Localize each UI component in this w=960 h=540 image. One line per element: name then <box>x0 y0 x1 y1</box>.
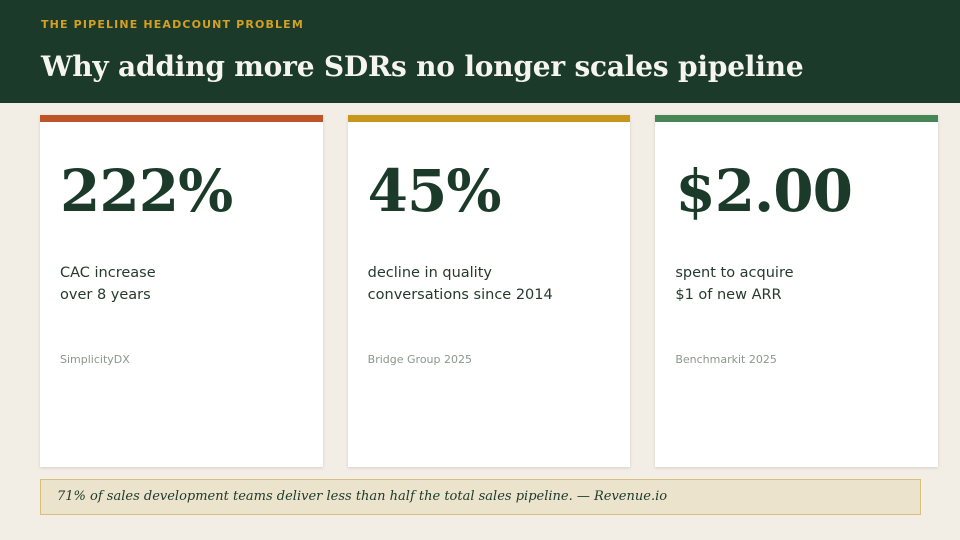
stat-source: SimplicityDX <box>60 353 130 366</box>
stat-value: 45% <box>367 157 502 225</box>
card-accent-bar <box>347 115 631 122</box>
card-accent-bar <box>40 115 323 122</box>
stat-value: 222% <box>60 157 233 225</box>
stat-card-body: $2.00 spent to acquire $1 of new ARR Ben… <box>655 122 938 467</box>
stat-source: Benchmarkit 2025 <box>675 353 777 366</box>
stat-card-body: 222% CAC increase over 8 years Simplicit… <box>40 122 323 467</box>
slide-header: THE PIPELINE HEADCOUNT PROBLEM Why addin… <box>0 0 960 103</box>
stat-card-list: 222% CAC increase over 8 years Simplicit… <box>40 115 939 467</box>
header-eyebrow: THE PIPELINE HEADCOUNT PROBLEM <box>41 18 304 31</box>
stat-card[interactable]: 222% CAC increase over 8 years Simplicit… <box>40 115 323 467</box>
stat-label: spent to acquire $1 of new ARR <box>675 265 794 303</box>
stat-card-body: 45% decline in quality conversations sin… <box>348 122 631 467</box>
stat-card[interactable]: 45% decline in quality conversations sin… <box>347 115 631 467</box>
page-title: Why adding more SDRs no longer scales pi… <box>41 50 804 83</box>
card-accent-bar <box>655 115 939 122</box>
stat-source: Bridge Group 2025 <box>367 353 473 366</box>
stat-card[interactable]: $2.00 spent to acquire $1 of new ARR Ben… <box>655 115 939 467</box>
footer-callout-text: 71% of sales development teams deliver l… <box>57 489 668 504</box>
stat-label: CAC increase over 8 years <box>60 265 156 303</box>
footer-callout: 71% of sales development teams deliver l… <box>40 479 921 515</box>
stat-value: $2.00 <box>675 157 853 225</box>
stat-label: decline in quality conversations since 2… <box>367 265 553 303</box>
